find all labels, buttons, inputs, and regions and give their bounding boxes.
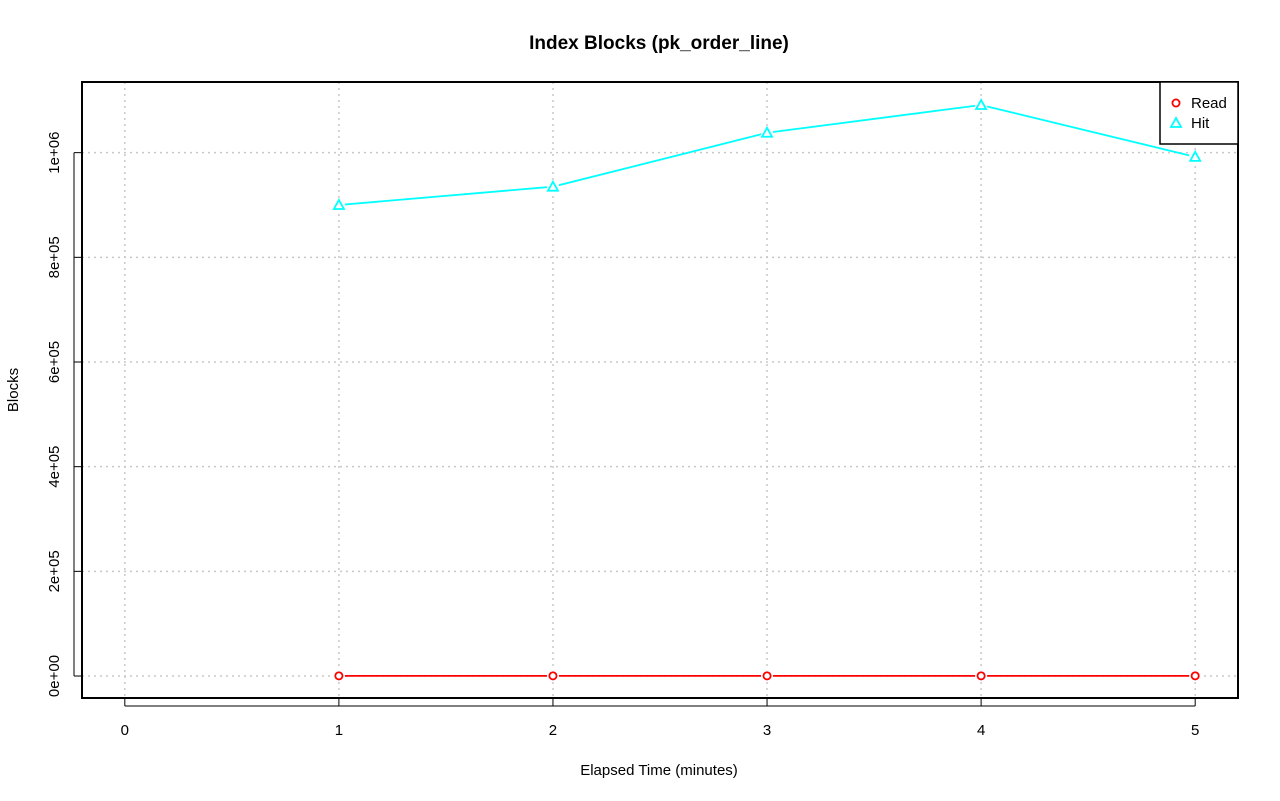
data-point-hit bbox=[760, 125, 774, 138]
x-tick-label: 4 bbox=[977, 722, 985, 739]
data-point-hit bbox=[332, 198, 346, 210]
plot-frame bbox=[81, 81, 1239, 699]
y-tick-label: 0e+00 bbox=[46, 655, 63, 697]
y-tick-label: 1e+06 bbox=[46, 132, 63, 174]
x-tick-label: 3 bbox=[763, 722, 771, 739]
legend-marker-read bbox=[1171, 98, 1181, 108]
data-point-read bbox=[976, 671, 986, 681]
x-tick-label: 2 bbox=[549, 722, 557, 739]
series-read bbox=[332, 669, 1202, 682]
y-axis: 0e+00 2e+05 4e+05 6e+05 8e+05 1e+06 bbox=[46, 132, 82, 697]
x-axis: 0 1 2 3 4 5 bbox=[121, 698, 1199, 739]
data-point-read bbox=[334, 671, 344, 681]
series-group bbox=[332, 98, 1202, 682]
data-point-hit bbox=[1188, 149, 1202, 162]
data-point-read bbox=[548, 671, 558, 681]
data-point-read bbox=[762, 671, 772, 681]
y-tick-label: 4e+05 bbox=[46, 446, 63, 488]
legend-label-read: Read bbox=[1191, 95, 1227, 112]
data-point-read bbox=[1190, 671, 1200, 681]
y-tick-label: 2e+05 bbox=[46, 550, 63, 592]
chart-title: Index Blocks (pk_order_line) bbox=[529, 33, 789, 54]
y-tick-label: 8e+05 bbox=[46, 236, 63, 278]
x-tick-label: 1 bbox=[335, 722, 343, 739]
legend: Read Hit bbox=[1159, 81, 1239, 145]
legend-marker-hit bbox=[1169, 116, 1183, 128]
legend-box bbox=[1159, 81, 1239, 145]
legend-label-hit: Hit bbox=[1191, 115, 1210, 132]
series-hit bbox=[332, 98, 1202, 211]
y-axis-label: Blocks bbox=[5, 368, 22, 412]
y-tick-label: 6e+05 bbox=[46, 341, 63, 383]
x-tick-label: 0 bbox=[121, 722, 129, 739]
x-tick-label: 5 bbox=[1191, 722, 1199, 739]
x-axis-label: Elapsed Time (minutes) bbox=[580, 762, 738, 779]
grid bbox=[82, 82, 1238, 698]
data-point-hit bbox=[974, 98, 988, 110]
data-point-hit bbox=[546, 179, 560, 192]
